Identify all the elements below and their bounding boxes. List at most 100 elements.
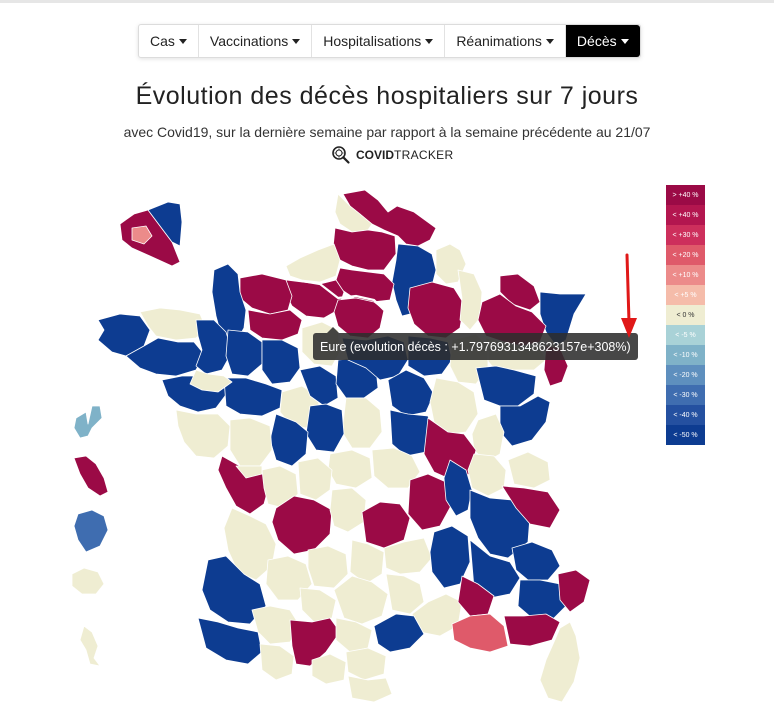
legend-item: < -50 % xyxy=(666,425,705,445)
virus-magnifier-icon xyxy=(332,146,350,164)
brand-bold: COVID xyxy=(356,148,395,162)
region-alpes-maritimes[interactable] xyxy=(557,569,591,613)
region-lozere[interactable] xyxy=(385,573,425,615)
nav-deces-dropdown[interactable]: Décès xyxy=(565,25,640,57)
region-dordogne[interactable] xyxy=(271,495,333,555)
inset-paris-east[interactable] xyxy=(147,201,183,247)
caret-down-icon xyxy=(545,38,554,44)
region-gironde[interactable] xyxy=(223,507,277,581)
region-guyane[interactable] xyxy=(73,509,109,553)
nav-hospitalisations-dropdown[interactable]: Hospitalisations xyxy=(312,25,446,57)
region-ariege[interactable] xyxy=(311,653,347,685)
region-ain[interactable] xyxy=(467,453,507,497)
legend-item: < -30 % xyxy=(666,385,705,405)
region-lot[interactable] xyxy=(307,545,349,589)
ile-de-france-outline xyxy=(295,278,385,311)
region-haute-loire[interactable] xyxy=(383,537,433,575)
region-savoie[interactable] xyxy=(501,485,561,529)
legend-item: < +10 % xyxy=(666,265,705,285)
inset-paris-center[interactable] xyxy=(131,225,153,245)
region-indre[interactable] xyxy=(305,403,345,453)
region-west-beige[interactable] xyxy=(189,369,233,393)
region-martinique[interactable] xyxy=(73,455,109,497)
region-deux-sevres[interactable] xyxy=(229,417,273,467)
caret-down-icon xyxy=(620,38,629,44)
region-cher[interactable] xyxy=(341,397,383,449)
region-beige-center[interactable] xyxy=(235,465,263,479)
caret-down-icon xyxy=(292,38,301,44)
region-corse[interactable] xyxy=(539,621,581,703)
region-orne[interactable] xyxy=(247,309,303,341)
region-haute-garonne[interactable] xyxy=(289,617,341,667)
caret-down-icon xyxy=(178,38,187,44)
metric-nav: Cas Vaccinations Hospitalisations Réanim… xyxy=(138,24,641,58)
region-bouches-du-rhone[interactable] xyxy=(451,613,509,653)
nav-cas-dropdown[interactable]: Cas xyxy=(139,25,199,57)
region-mayotte[interactable] xyxy=(79,625,101,667)
region-vendee[interactable] xyxy=(175,409,231,459)
region-puy-de-dome[interactable] xyxy=(361,501,411,549)
region-haute-saone[interactable] xyxy=(475,365,537,407)
region-tarn[interactable] xyxy=(335,617,373,653)
caret-down-icon xyxy=(425,38,434,44)
region-manche[interactable] xyxy=(211,263,247,343)
region-pyrenees-atlantiques[interactable] xyxy=(197,617,263,665)
region-cote-dor[interactable] xyxy=(429,377,479,435)
region-ardeche[interactable] xyxy=(429,525,471,589)
brand-light: TRACKER xyxy=(394,148,454,162)
region-seine-maritime[interactable] xyxy=(285,243,341,283)
region-var[interactable] xyxy=(503,613,561,647)
legend-item: < -5 % xyxy=(666,325,705,345)
region-correze[interactable] xyxy=(329,487,367,533)
region-moselle[interactable] xyxy=(499,273,541,311)
region-alpes-de-haute-provence[interactable] xyxy=(517,579,567,621)
covidtracker-logo[interactable]: COVID TRACKER xyxy=(331,145,453,165)
legend-item: > +40 % xyxy=(666,185,705,205)
nav-deces-label: Décès xyxy=(576,33,617,49)
legend-item: < -40 % xyxy=(666,405,705,425)
nav-reanimations-dropdown[interactable]: Réanimations xyxy=(445,25,566,57)
legend-item: < +5 % xyxy=(666,285,705,305)
region-loir-et-cher[interactable] xyxy=(299,365,339,407)
region-haute-savoie[interactable] xyxy=(507,451,551,489)
region-doubs[interactable] xyxy=(499,395,551,447)
region-la-reunion[interactable] xyxy=(71,567,105,595)
region-tarn-et-garonne[interactable] xyxy=(299,587,337,623)
region-aveyron[interactable] xyxy=(333,575,389,625)
nav-hospitalisations-label: Hospitalisations xyxy=(323,33,422,49)
region-yonne[interactable] xyxy=(387,369,435,417)
nav-vaccinations-dropdown[interactable]: Vaccinations xyxy=(199,25,313,57)
map-tooltip: Eure (evolution décès : +1.7976931348623… xyxy=(313,327,638,360)
color-legend: > +40 % < +40 % < +30 % < +20 % < +10 % … xyxy=(666,185,705,445)
nav-vaccinations-label: Vaccinations xyxy=(209,33,289,49)
region-meuse[interactable] xyxy=(457,269,483,331)
region-somme[interactable] xyxy=(332,227,397,271)
region-marne[interactable] xyxy=(407,281,465,339)
region-pyrenees-orientales[interactable] xyxy=(347,675,393,703)
region-creuse[interactable] xyxy=(327,449,373,489)
region-hautes-pyrenees[interactable] xyxy=(259,643,295,681)
region-aude[interactable] xyxy=(345,647,387,681)
legend-item: < +40 % xyxy=(666,205,705,225)
region-ille-et-vilaine[interactable] xyxy=(195,319,233,375)
region-guadeloupe[interactable] xyxy=(73,405,103,439)
region-cantal[interactable] xyxy=(349,539,385,585)
page-title: Évolution des décès hospitaliers sur 7 j… xyxy=(135,82,639,110)
nav-cas-label: Cas xyxy=(150,33,175,49)
region-haute-vienne[interactable] xyxy=(297,457,333,501)
top-border xyxy=(0,0,774,3)
legend-item: < +30 % xyxy=(666,225,705,245)
region-sarthe[interactable] xyxy=(261,339,301,385)
page-subtitle: avec Covid19, sur la dernière semaine pa… xyxy=(123,124,651,140)
legend-item: < +20 % xyxy=(666,245,705,265)
red-arrow-annotation xyxy=(621,253,637,338)
region-mayenne[interactable] xyxy=(225,329,263,377)
region-hautes-alpes[interactable] xyxy=(511,541,561,581)
region-calvados[interactable] xyxy=(239,273,293,315)
legend-item: < -20 % xyxy=(666,365,705,385)
region-rhone[interactable] xyxy=(443,459,473,517)
region-herault[interactable] xyxy=(373,613,425,653)
legend-item: < 0 % xyxy=(666,305,705,325)
region-loire[interactable] xyxy=(407,473,453,531)
france-map xyxy=(71,189,591,703)
